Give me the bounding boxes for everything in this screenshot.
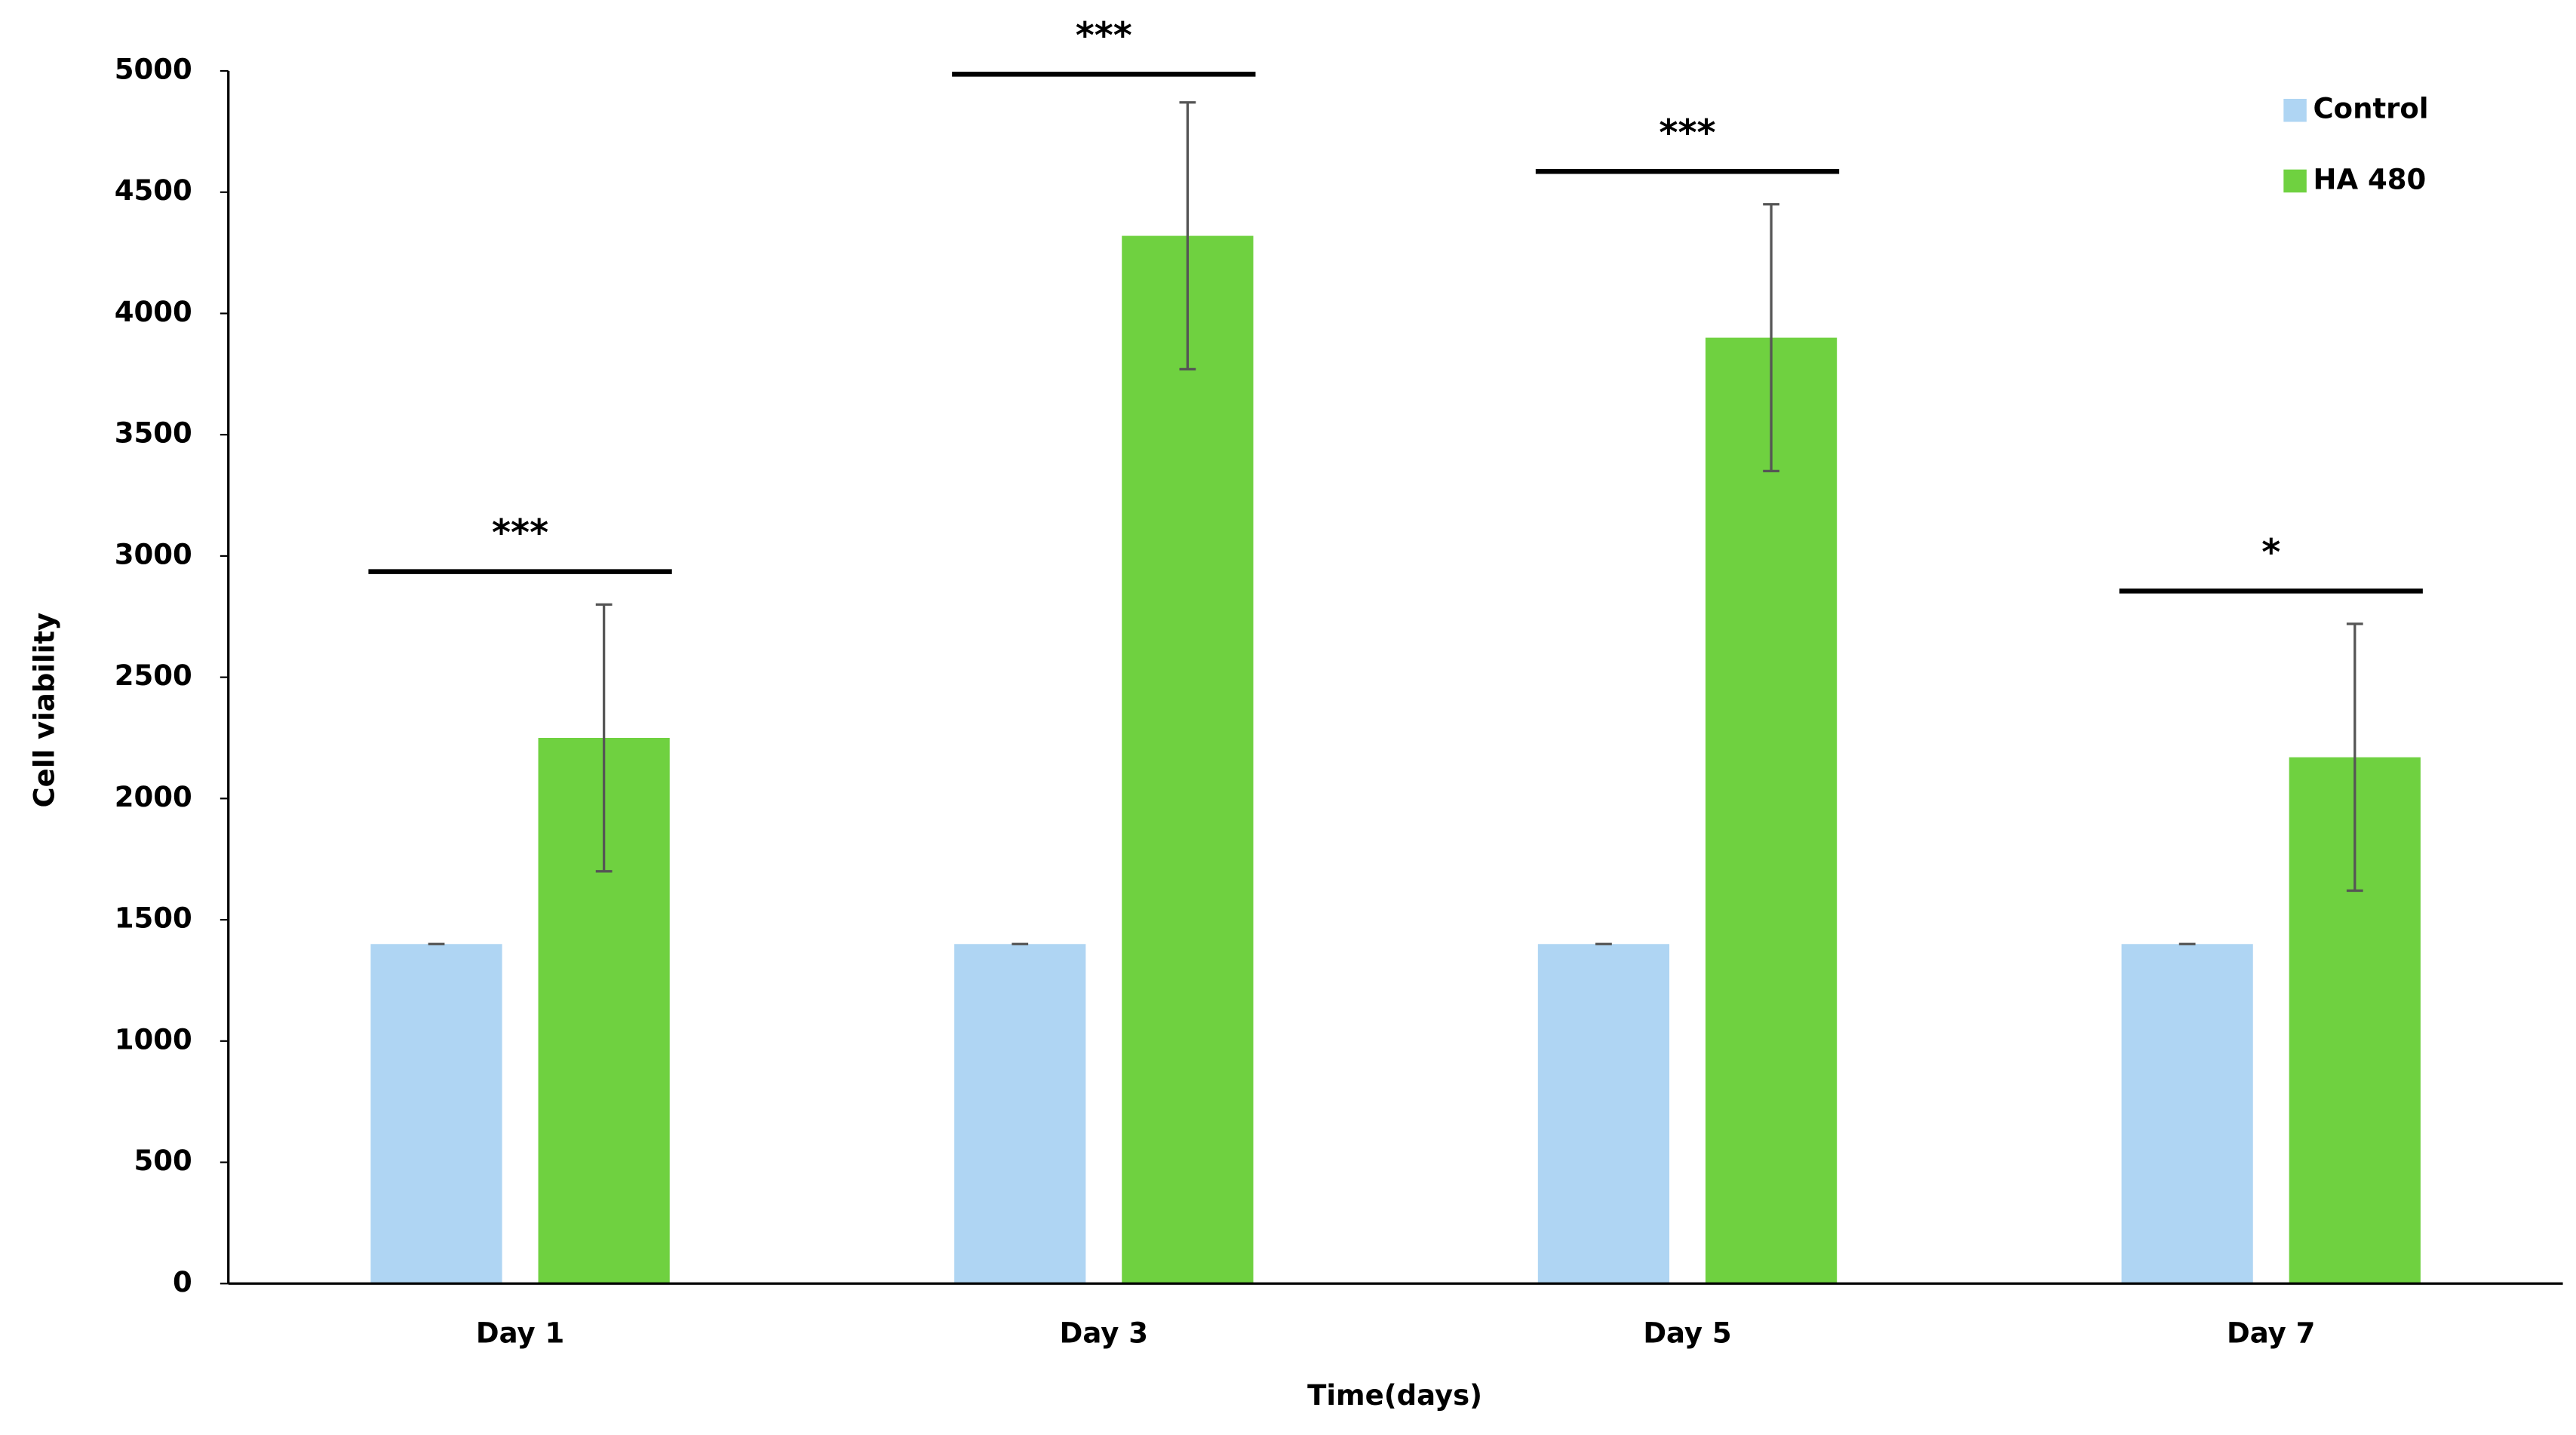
error-bar xyxy=(1179,101,1196,371)
y-tick-label: 3500 xyxy=(115,417,192,450)
significance-label: * xyxy=(2261,532,2280,573)
error-bar xyxy=(1763,203,1779,473)
x-tick-label: Day 1 xyxy=(476,1317,564,1349)
significance-label: *** xyxy=(492,513,548,555)
y-tick-label: 1000 xyxy=(115,1023,192,1056)
bar xyxy=(1537,944,1670,1284)
y-tick-label: 2500 xyxy=(115,659,192,692)
legend-swatch xyxy=(2283,169,2307,193)
bar xyxy=(370,944,502,1284)
bar xyxy=(954,944,1086,1284)
significance-label: *** xyxy=(1659,112,1715,154)
y-tick-label: 2000 xyxy=(115,781,192,813)
x-tick-label: Day 3 xyxy=(1060,1317,1148,1349)
y-tick-label: 5000 xyxy=(115,53,192,85)
x-tick-label: Day 7 xyxy=(2227,1317,2315,1349)
legend-swatch xyxy=(2283,99,2307,122)
y-tick-label: 0 xyxy=(173,1266,192,1298)
x-axis-label: Time(days) xyxy=(1307,1379,1482,1412)
y-tick-label: 4000 xyxy=(115,296,192,328)
y-tick-label: 1500 xyxy=(115,902,192,935)
y-axis-label: Cell viability xyxy=(28,613,60,808)
error-bar xyxy=(595,603,613,873)
y-tick-label: 500 xyxy=(134,1145,192,1177)
x-tick-label: Day 5 xyxy=(1643,1317,1731,1349)
legend-label: Control xyxy=(2313,93,2429,125)
y-tick-label: 3000 xyxy=(115,538,192,570)
significance-label: *** xyxy=(1076,15,1132,57)
y-tick-label: 4500 xyxy=(115,174,192,207)
bar xyxy=(1122,235,1254,1284)
error-bar xyxy=(2346,622,2363,893)
bar xyxy=(1705,337,1838,1284)
bar xyxy=(2121,944,2253,1284)
legend-label: HA 480 xyxy=(2313,163,2427,195)
